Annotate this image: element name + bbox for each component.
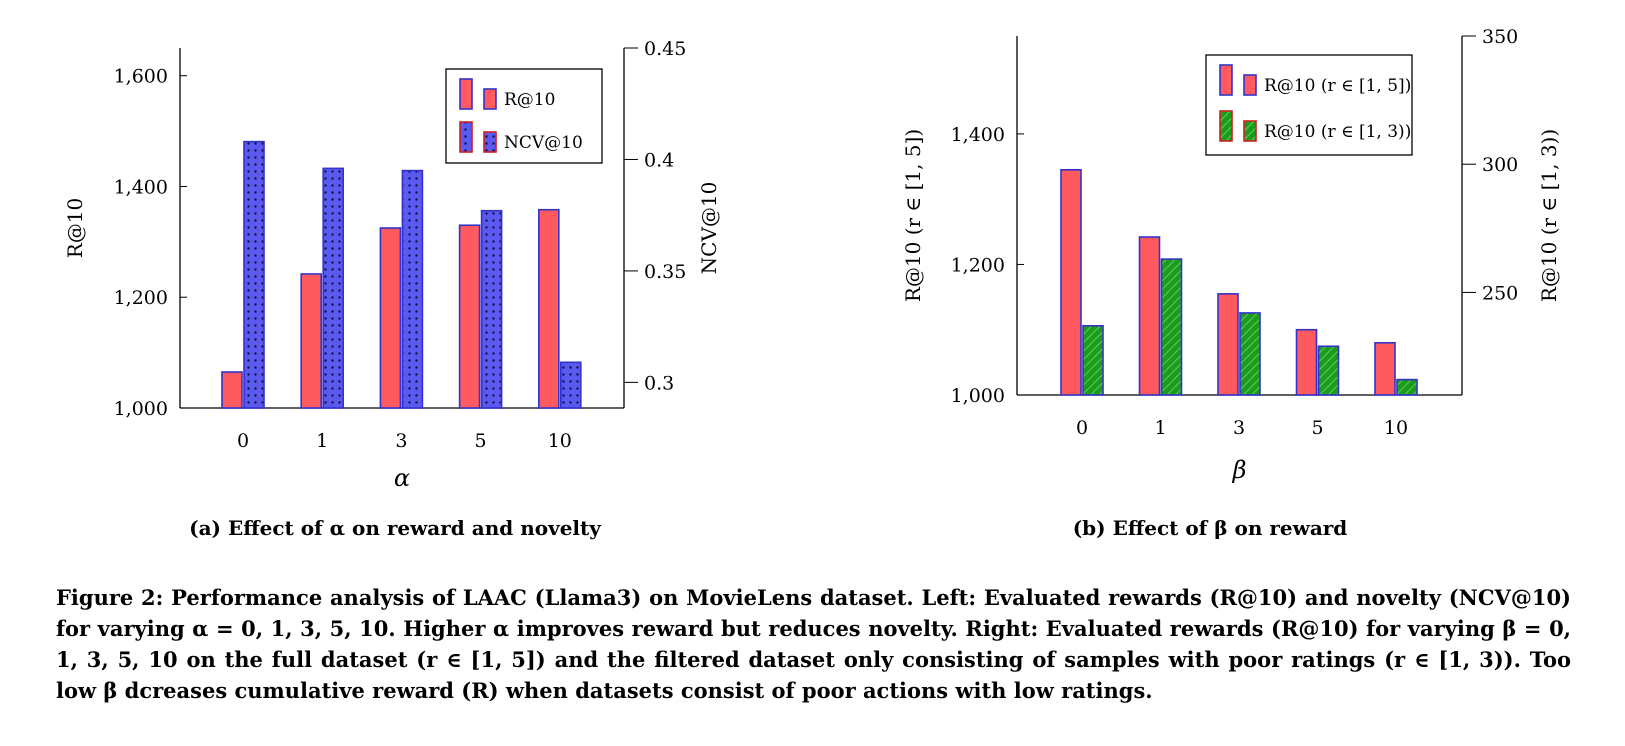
chart-alpha: 1,000 1,200 1,400 1,600 0.3 0.35 0.4 0.45 0 1 3 5 10… (63, 38, 721, 540)
bar-dots-2 (401, 169, 424, 409)
legend-label: NCV@10 (504, 133, 583, 153)
x-tick-label: 3 (1233, 417, 1245, 439)
legend-label: R@10 (r ∈ [1, 5]) (1264, 76, 1411, 96)
subcaption: (a) Effect of α on reward and novelty (189, 516, 602, 540)
bar-dots-0 (243, 140, 265, 409)
x-tick-label: 0 (1076, 417, 1088, 439)
legend-swatch (1219, 64, 1233, 96)
bar-hatch-1 (1160, 258, 1183, 396)
bar-hatch-0 (1082, 324, 1104, 396)
y2-tick-label: 300 (1482, 154, 1518, 176)
y2-tick-label: 0.4 (644, 149, 674, 171)
y2-tick-label: 0.45 (644, 38, 686, 60)
x-axis-label: α (394, 464, 410, 492)
y2-tick-label: 0.35 (644, 261, 686, 283)
bar-solid-2 (379, 227, 402, 409)
bar-solid-1 (1138, 236, 1161, 396)
y2-axis-label: NCV@10 (697, 182, 721, 275)
x-tick-label: 10 (548, 430, 572, 452)
y2-tick-label: 350 (1482, 26, 1518, 48)
y2-axis-label: R@10 (r ∈ [1, 3)) (1537, 129, 1561, 302)
bar-solid-4 (1374, 341, 1396, 396)
legend-label: R@10 (r ∈ [1, 3)) (1264, 122, 1411, 142)
bar-solid-0 (221, 371, 243, 409)
bar-solid-0 (1060, 169, 1082, 396)
bar-solid-1 (300, 273, 323, 409)
bar-dots-1 (322, 167, 345, 409)
bar-solid-3 (1295, 328, 1318, 396)
y2-tick-label: 0.3 (644, 372, 674, 394)
x-tick-label: 0 (237, 430, 249, 452)
x-tick-label: 3 (395, 430, 407, 452)
y-axis-label: R@10 (63, 198, 87, 259)
y-axis-label: R@10 (r ∈ [1, 5]) (901, 129, 925, 302)
legend-swatch (459, 78, 473, 110)
bar-solid-3 (458, 224, 481, 409)
bar-hatch-2 (1239, 312, 1261, 396)
y-tick-label: 1,000 (951, 385, 1005, 407)
x-tick-label: 1 (1154, 417, 1166, 439)
subcaption: (b) Effect of β on reward (1073, 516, 1348, 540)
bar-solid-4 (537, 208, 560, 409)
x-tick-label: 10 (1384, 417, 1408, 439)
legend-box (1205, 54, 1413, 156)
chart-beta: 1,000 1,200 1,400 250 300 350 0 1 3 5 10 β R@10 (r ∈… (901, 26, 1561, 540)
bar-dots-4 (559, 361, 582, 409)
x-axis-label: β (1232, 456, 1247, 484)
caption-text: Figure 2: Performance analysis of LAAC (… (56, 585, 1571, 703)
y2-tick-label: 250 (1482, 282, 1518, 304)
legend-swatch (483, 131, 497, 153)
y-tick-label: 1,200 (951, 254, 1005, 276)
y-tick-label: 1,000 (114, 398, 168, 420)
y-tick-label: 1,200 (114, 287, 168, 309)
legend-swatch (1243, 74, 1257, 96)
bar-hatch-3 (1317, 345, 1340, 396)
figure-caption: Figure 2: Performance analysis of LAAC (… (56, 582, 1571, 706)
y-tick-label: 1,400 (114, 176, 168, 198)
x-tick-label: 1 (316, 430, 328, 452)
x-tick-label: 5 (475, 430, 487, 452)
y-tick-label: 1,600 (114, 66, 168, 88)
bar-dots-3 (480, 209, 503, 409)
bar-hatch-4 (1396, 378, 1418, 396)
legend-swatch (1219, 110, 1233, 142)
bar-solid-2 (1217, 293, 1239, 396)
legend-label: R@10 (504, 90, 555, 110)
legend-swatch (459, 121, 473, 153)
y-tick-label: 1,400 (951, 124, 1005, 146)
legend-swatch (483, 88, 497, 110)
legend-swatch (1243, 120, 1257, 142)
x-tick-label: 5 (1311, 417, 1323, 439)
